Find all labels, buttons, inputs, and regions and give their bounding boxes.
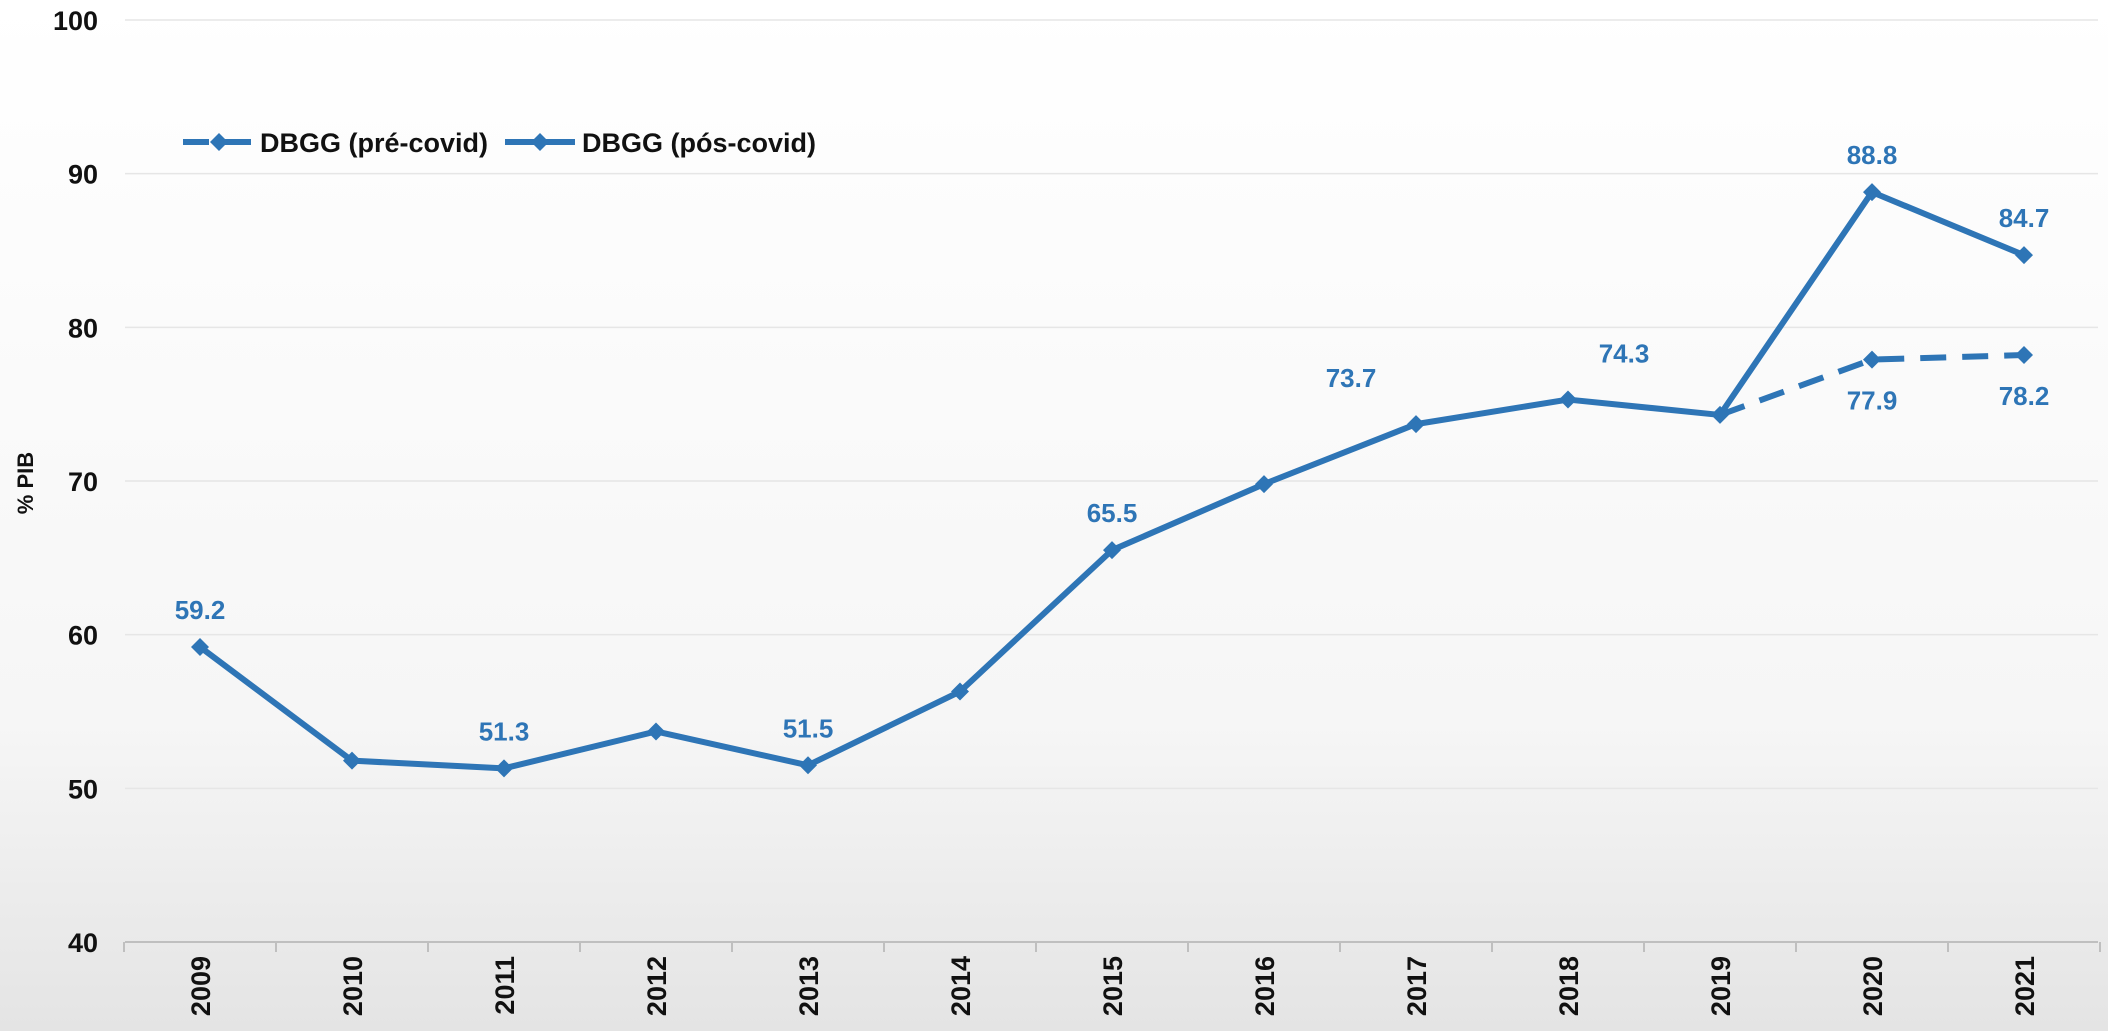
x-tick-label: 2014 xyxy=(946,956,976,1016)
data-label: 51.3 xyxy=(479,716,530,746)
data-label: 59.2 xyxy=(175,595,226,625)
series-1-point xyxy=(799,756,817,775)
series-1-point xyxy=(647,722,665,741)
y-tick-label: 50 xyxy=(68,774,98,804)
series-1-point xyxy=(2015,246,2033,265)
y-tick-labels: 40 50 60 70 80 90 100 xyxy=(53,6,98,958)
legend-marker-0 xyxy=(210,133,228,151)
data-label: 84.7 xyxy=(1999,203,2050,233)
series-1-point xyxy=(1863,183,1881,202)
data-label: 77.9 xyxy=(1847,386,1898,416)
series-1-point xyxy=(1255,475,1273,494)
x-tick-label: 2015 xyxy=(1098,956,1128,1016)
series-0-point xyxy=(2015,345,2033,364)
series-1-point xyxy=(1407,415,1425,434)
x-tick-label: 2016 xyxy=(1250,956,1280,1016)
series-1-point xyxy=(1559,390,1577,409)
x-tick-label: 2012 xyxy=(642,956,672,1016)
series-0-point xyxy=(1863,350,1881,369)
series-line-0 xyxy=(1718,351,2025,418)
data-label: 88.8 xyxy=(1847,140,1898,170)
series-1-point xyxy=(1711,405,1729,424)
series-1-point xyxy=(951,682,969,701)
data-label: 65.5 xyxy=(1087,498,1138,528)
legend-label: DBGG (pré-covid) xyxy=(260,128,488,158)
x-tick-label: 2010 xyxy=(338,956,368,1016)
legend-label: DBGG (pós-covid) xyxy=(582,128,816,158)
legend-marker-1 xyxy=(531,133,549,151)
y-tick-label: 40 xyxy=(68,928,98,958)
y-tick-label: 90 xyxy=(68,160,98,190)
y-tick-label: 80 xyxy=(68,313,98,343)
y-axis-title: % PIB xyxy=(13,452,38,514)
series-1-point xyxy=(1103,541,1121,560)
legend: DBGG (pré-covid) DBGG (pós-covid) xyxy=(183,128,816,158)
x-tick-label: 2011 xyxy=(490,956,520,1015)
gridlines xyxy=(125,19,2098,790)
data-label: 51.5 xyxy=(783,713,834,743)
series-1-point xyxy=(495,759,513,778)
x-tick-labels: 2009 2010 2011 2012 2013 2014 2015 2016 2017 2018… xyxy=(186,956,2040,1016)
x-tick-label: 2020 xyxy=(1858,956,1888,1016)
data-label: 73.7 xyxy=(1326,363,1377,393)
y-tick-label: 70 xyxy=(68,467,98,497)
y-tick-label: 60 xyxy=(68,621,98,651)
data-label: 74.3 xyxy=(1599,339,1650,369)
x-tick-label: 2017 xyxy=(1402,956,1432,1016)
x-tick-label: 2018 xyxy=(1554,956,1584,1016)
x-tick-label: 2013 xyxy=(794,956,824,1016)
series-group xyxy=(191,183,2033,778)
x-tick-label: 2019 xyxy=(1706,956,1736,1016)
y-tick-label: 100 xyxy=(53,6,98,36)
x-tick-label: 2021 xyxy=(2010,956,2040,1016)
series-1-point xyxy=(191,637,209,656)
x-tick-label: 2009 xyxy=(186,956,216,1016)
series-1-point xyxy=(343,751,361,770)
axes xyxy=(123,941,2101,952)
data-label: 78.2 xyxy=(1999,381,2050,411)
data-labels: 59.2 51.3 51.5 65.5 73.7 74.3 88.8 84.7 77.9 78.2 xyxy=(175,140,2050,746)
